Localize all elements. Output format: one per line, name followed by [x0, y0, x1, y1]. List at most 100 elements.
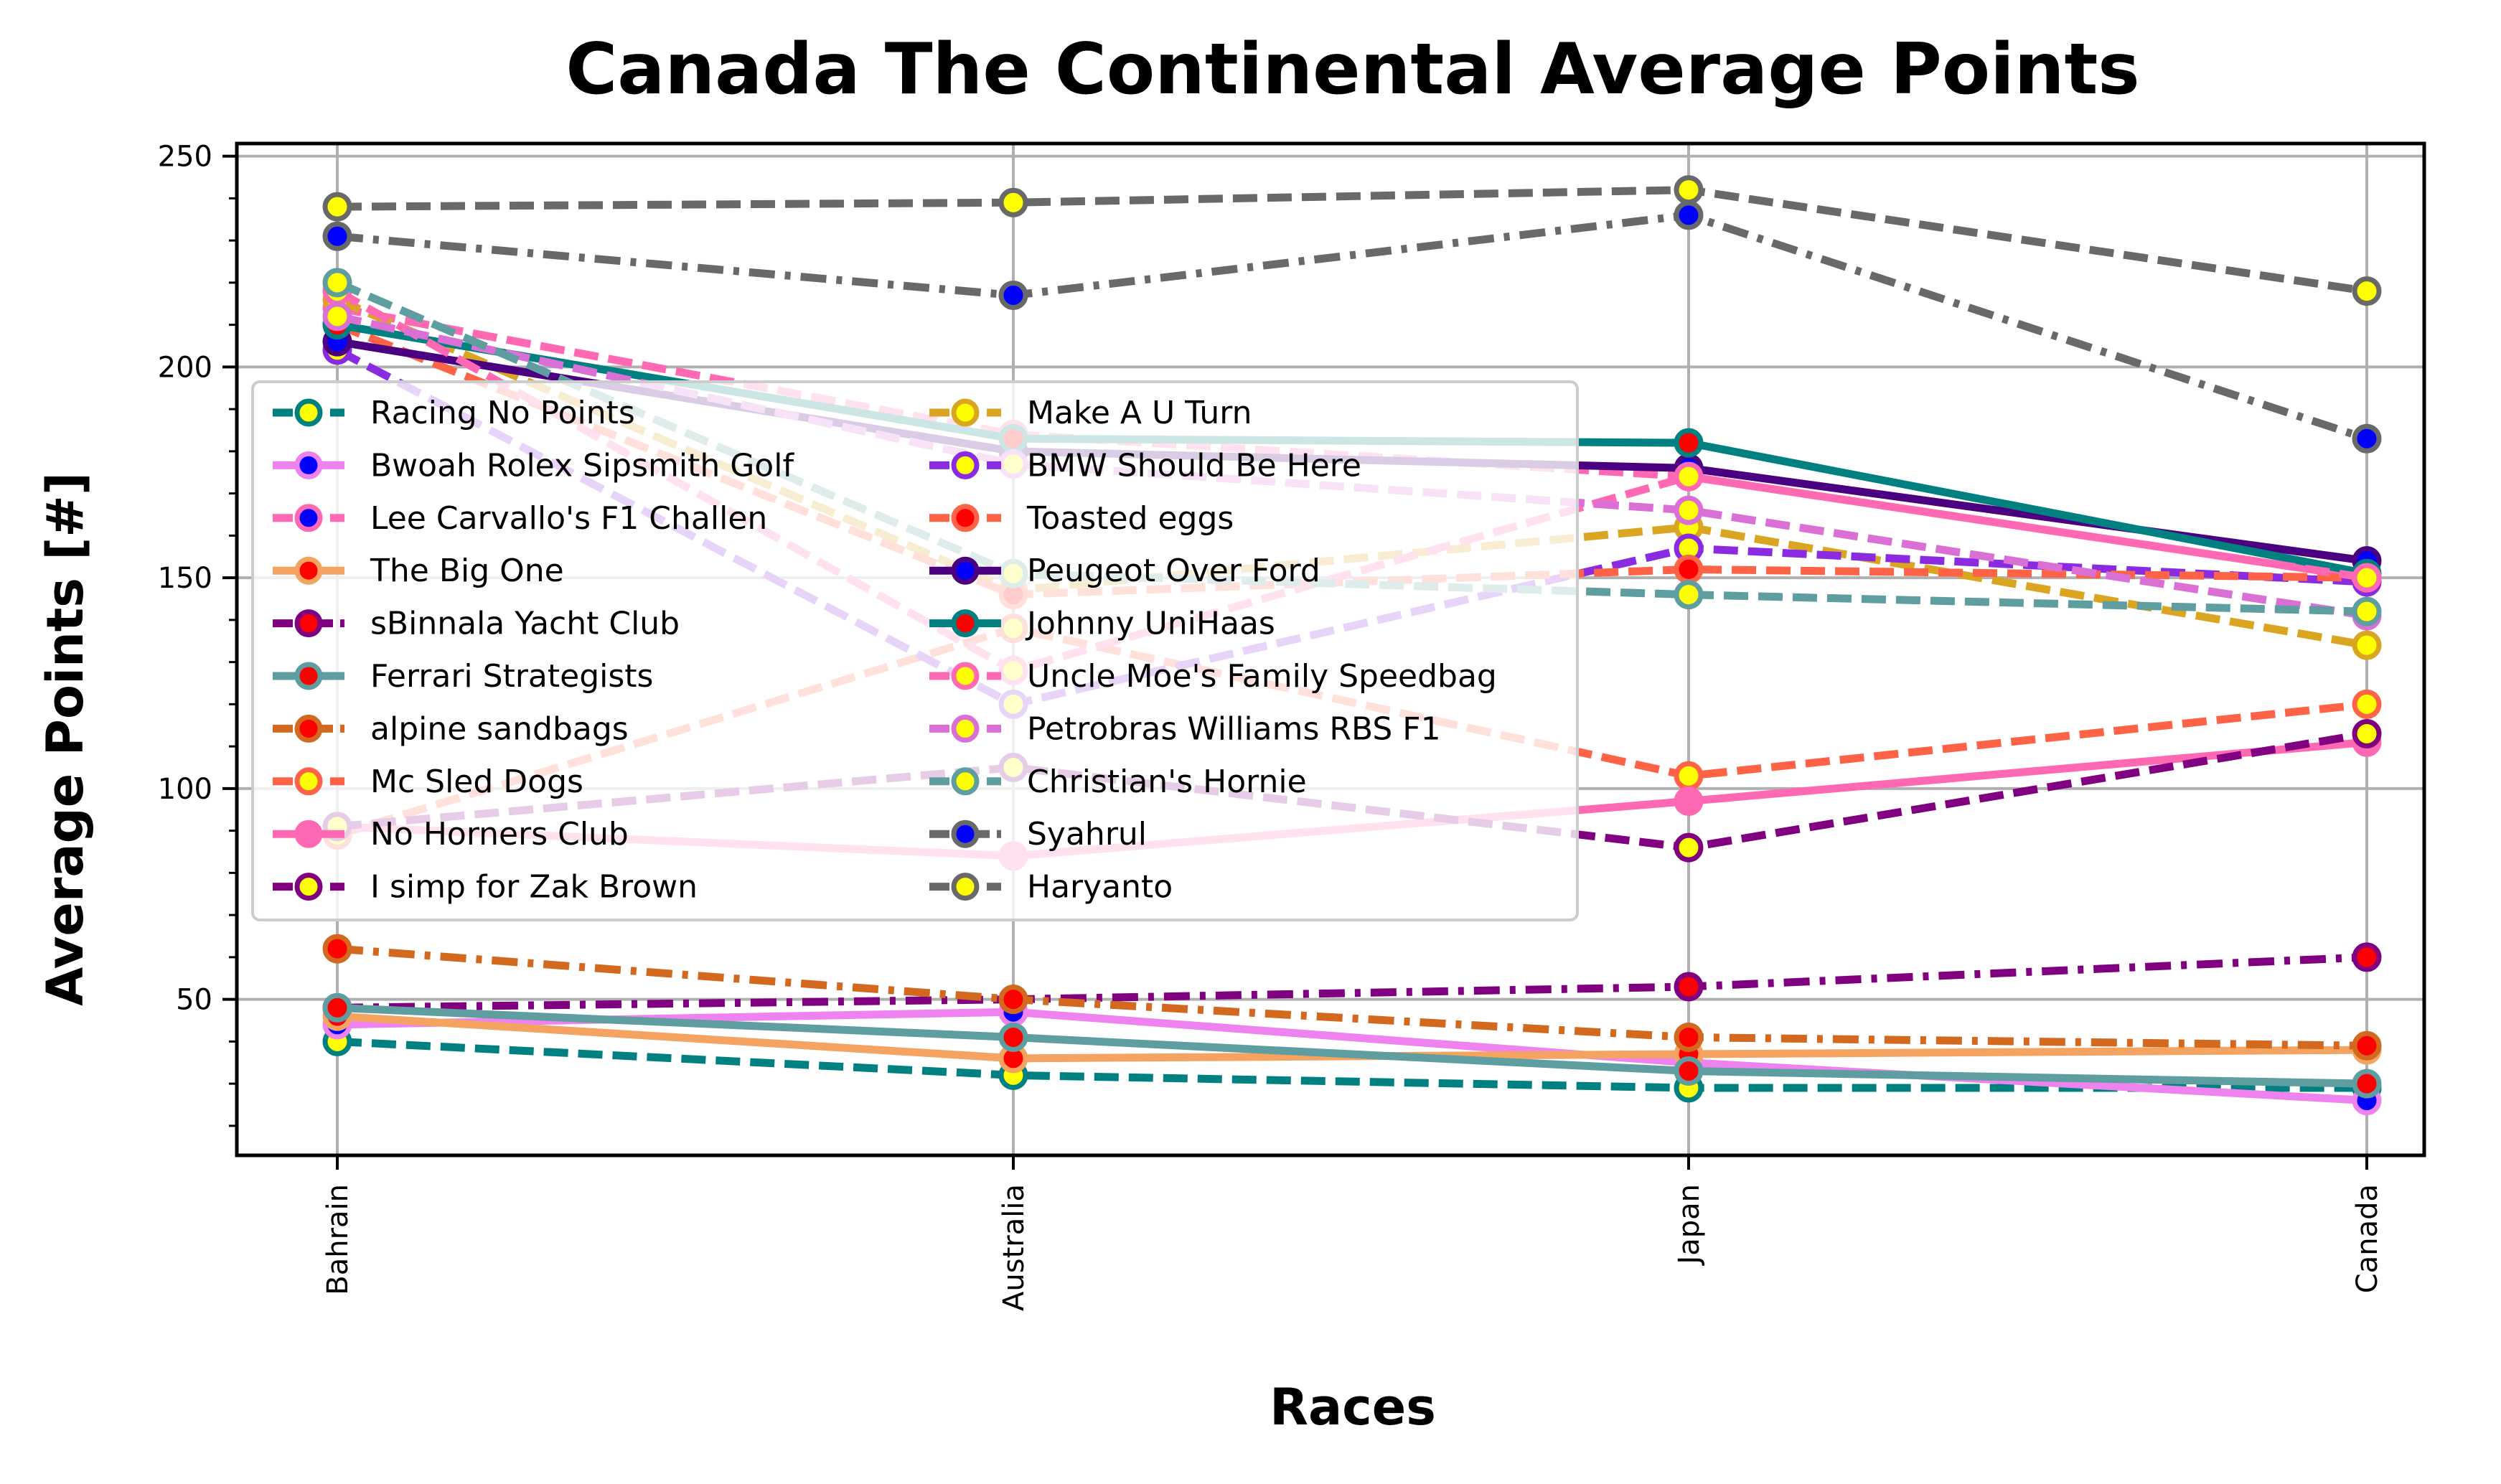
series-group: [322, 992, 2382, 1099]
legend-marker: [294, 504, 323, 532]
series-line: [336, 304, 2368, 582]
series-line: [337, 953, 2368, 1012]
data-point: [1674, 1056, 1704, 1086]
legend-item: Mc Sled Dogs: [273, 764, 583, 800]
legend-marker: [294, 398, 323, 427]
data-point: [2352, 942, 2382, 972]
data-point: [1674, 461, 1704, 492]
legend-label: Syahrul: [1027, 816, 1147, 853]
legend-marker: [294, 662, 323, 690]
legend-label: Haryanto: [1027, 869, 1173, 906]
legend-marker: [294, 767, 323, 796]
legend-item: sBinnala Yacht Club: [273, 606, 680, 642]
series-line: [337, 186, 2368, 296]
legend-item: Haryanto: [929, 869, 1173, 906]
legend-marker: [294, 714, 323, 743]
data-point: [322, 992, 352, 1023]
legend-label: alpine sandbags: [370, 710, 629, 747]
data-point: [322, 192, 352, 222]
series-group: [322, 934, 2382, 1061]
legend-marker: [294, 556, 323, 585]
legend-marker: [294, 820, 323, 848]
data-point: [2352, 719, 2382, 748]
legend-item: BMW Should Be Here: [929, 447, 1361, 484]
data-point: [2352, 1030, 2382, 1061]
legend-item: Bwoah Rolex Sipsmith Golf: [273, 447, 794, 484]
legend-label: BMW Should Be Here: [1027, 447, 1361, 484]
data-point: [1674, 554, 1704, 584]
data-point: [2352, 276, 2382, 306]
legend-label: Peugeot Over Ford: [1027, 553, 1320, 589]
legend-marker: [951, 820, 980, 848]
data-point: [1674, 1023, 1704, 1052]
legend-item: Toasted eggs: [929, 500, 1234, 537]
legend-item: Uncle Moe's Family Speedbag: [929, 658, 1497, 695]
legend-marker: [294, 873, 323, 901]
legend: Racing No Points Bwoah Rolex Sipsmith Gol…: [251, 380, 1579, 921]
data-point: [998, 281, 1028, 310]
legend-marker: [951, 504, 980, 532]
x-tick-label: Japan: [1673, 1184, 1706, 1267]
legend-item: Lee Carvallo's F1 Challen: [273, 500, 767, 537]
data-point: [1674, 175, 1704, 205]
legend-marker: [951, 767, 980, 796]
legend-marker: [951, 714, 980, 743]
data-point: [2352, 689, 2382, 719]
axes: 50 100 150 200 250 Bahrain Australia Japan Canad…: [158, 141, 2426, 1311]
y-axis-label: Average Points [#]: [36, 472, 95, 1006]
legend-item: Petrobras Williams RBS F1: [929, 710, 1441, 747]
x-tick-label: Bahrain: [322, 1184, 355, 1295]
legend-item: I simp for Zak Brown: [273, 869, 698, 906]
data-point: [322, 301, 352, 332]
series-line: [337, 944, 2368, 1050]
legend-marker: [951, 556, 980, 585]
data-point: [322, 268, 352, 298]
legend-marker: [951, 873, 980, 901]
data-point: [1674, 761, 1704, 791]
series-group: [322, 175, 2382, 306]
legend-box: [251, 380, 1579, 921]
legend-label: Lee Carvallo's F1 Challen: [370, 500, 767, 537]
x-axis-label: Races: [1270, 1378, 1436, 1437]
data-point: [2352, 423, 2382, 454]
legend-label: Bwoah Rolex Sipsmith Golf: [370, 447, 794, 484]
data-point: [998, 187, 1028, 217]
data-point: [2352, 563, 2382, 593]
data-point: [1674, 786, 1704, 816]
data-point: [2352, 630, 2382, 660]
legend-marker: [294, 609, 323, 638]
legend-item: Syahrul: [929, 816, 1147, 853]
legend-label: Ferrari Strategists: [370, 658, 653, 695]
data-point: [1674, 580, 1704, 610]
series-line: [337, 211, 2368, 443]
y-tick-label: 100: [158, 773, 212, 806]
legend-item: No Horners Club: [273, 816, 629, 853]
y-tick-label: 50: [176, 984, 212, 1017]
legend-label: The Big One: [370, 553, 564, 589]
legend-item: Ferrari Strategists: [273, 658, 653, 695]
series-line: [337, 1008, 2368, 1105]
data-point: [1674, 200, 1704, 230]
legend-label: Petrobras Williams RBS F1: [1027, 710, 1441, 747]
legend-marker: [951, 451, 980, 479]
legend-label: Johnny UniHaas: [1025, 606, 1275, 642]
legend-label: No Horners Club: [370, 816, 629, 853]
legend-item: alpine sandbags: [273, 710, 629, 747]
x-tick-label: Australia: [998, 1184, 1031, 1311]
legend-label: Toasted eggs: [1026, 500, 1234, 537]
series-line: [337, 1037, 2367, 1092]
data-point: [998, 985, 1028, 1015]
legend-label: Mc Sled Dogs: [370, 764, 583, 800]
legend-label: sBinnala Yacht Club: [370, 606, 680, 642]
plot-frame: [235, 141, 2426, 1157]
data-point: [1674, 428, 1704, 458]
legend-label: Christian's Hornie: [1027, 764, 1307, 800]
legend-label: Racing No Points: [370, 395, 635, 431]
data-point: [322, 221, 352, 251]
y-tick-label: 150: [158, 562, 212, 595]
data-point: [1674, 972, 1704, 1002]
x-tick-label: Canada: [2351, 1184, 2384, 1293]
y-tick-label: 200: [158, 351, 212, 384]
legend-label: I simp for Zak Brown: [370, 869, 698, 906]
